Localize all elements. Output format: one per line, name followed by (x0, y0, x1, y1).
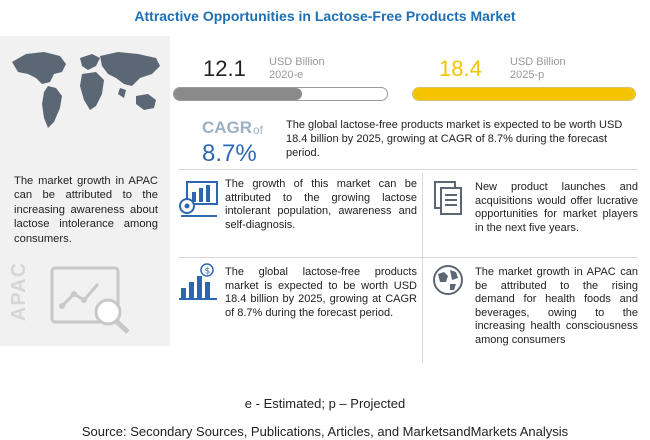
box-growth-text: The growth of this market can be attribu… (225, 178, 417, 231)
divider-center (422, 173, 423, 363)
globe-icon (433, 265, 463, 295)
footer-legend: e - Estimated; p – Projected (244, 396, 406, 411)
box-market-text: The global lactose-free products market … (225, 266, 417, 319)
analytics-magnifier-icon (50, 266, 130, 334)
box-apac-text: The market growth in APAC can be attribu… (475, 266, 638, 346)
metric-2020-year: 2020-e (269, 69, 304, 81)
page-title: Attractive Opportunities in Lactose-Free… (134, 8, 516, 24)
cagr-label: CAGR (202, 118, 253, 137)
bar-chart-gear-icon (179, 181, 218, 217)
footer-source: Source: Secondary Sources, Publications,… (81, 424, 569, 439)
cagr-of: of (253, 123, 264, 137)
metric-2025-bar (413, 88, 635, 100)
cagr-value: 8.7% (202, 140, 257, 167)
metric-2025-unit: USD Billion (510, 56, 566, 68)
left-panel-text: The market growth in APAC can be attribu… (14, 175, 158, 245)
metric-2025-value: 18.4 (439, 56, 482, 81)
svg-text:$: $ (205, 267, 211, 277)
divider-middle (178, 257, 638, 258)
box-launches-text: New product launches and acquisitions wo… (475, 181, 638, 234)
cagr-description: The global lactose-free products market … (286, 119, 623, 159)
world-map-icon (12, 52, 160, 128)
metric-2020-value: 12.1 (203, 56, 246, 81)
documents-icon (434, 181, 462, 215)
growth-chart-dollar-icon: $ (179, 263, 217, 300)
metric-2020-bar (174, 88, 302, 100)
apac-label: APAC (8, 261, 31, 322)
metric-2025-year: 2025-p (510, 69, 545, 81)
divider-top (178, 169, 638, 170)
metric-2020-unit: USD Billion (269, 56, 325, 68)
